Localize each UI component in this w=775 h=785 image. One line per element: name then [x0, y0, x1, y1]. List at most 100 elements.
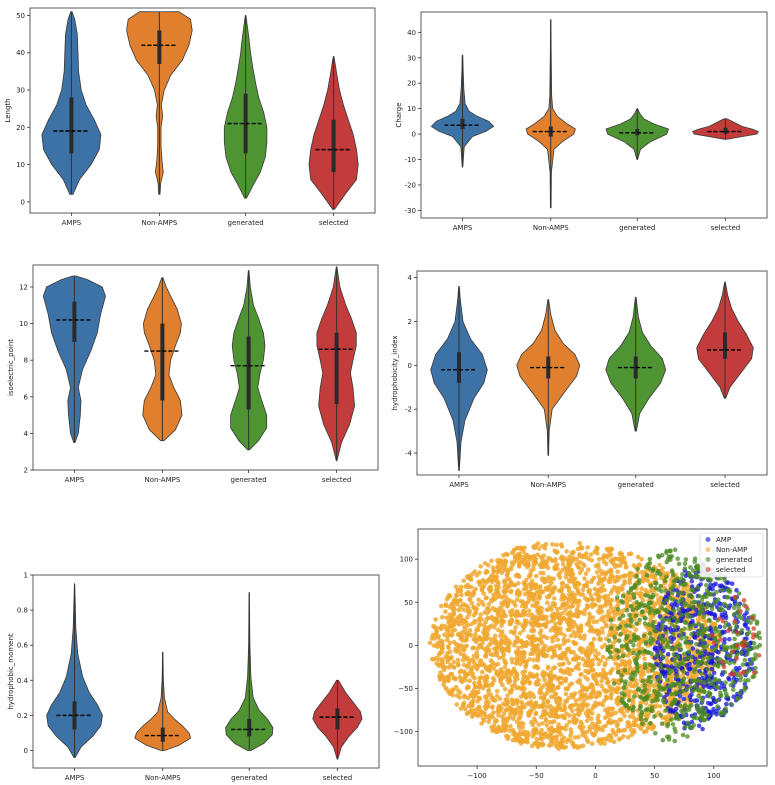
scatter-point: [598, 617, 604, 622]
plot-frame: [416, 270, 768, 476]
scatter-point: [466, 703, 471, 709]
scatter-point: [742, 639, 747, 644]
scatter-point: [577, 647, 583, 653]
scatter-point: [596, 581, 601, 587]
scatter-point: [510, 608, 515, 613]
scatter-point: [490, 572, 495, 577]
scatter-point: [597, 557, 602, 562]
scatter-point: [589, 741, 595, 746]
scatter-point: [501, 619, 507, 625]
scatter-point: [491, 710, 496, 715]
scatter-point: [644, 694, 650, 700]
scatter-point: [580, 688, 585, 693]
scatter-point: [482, 610, 488, 615]
scatter-point: [643, 708, 649, 713]
scatter-point: [718, 601, 724, 607]
scatter-point: [714, 698, 719, 703]
scatter-point: [520, 608, 526, 614]
scatter-point: [709, 701, 714, 706]
scatter-point: [651, 688, 657, 694]
scatter-point: [727, 677, 732, 682]
scatter-point: [620, 600, 625, 605]
scatter-point: [681, 661, 686, 666]
scatter-point: [570, 740, 575, 746]
y-tick-label: 0: [409, 642, 413, 650]
scatter-point: [434, 655, 439, 661]
scatter-point: [605, 647, 611, 653]
scatter-point: [566, 660, 572, 666]
scatter-point: [723, 613, 728, 618]
scatter-point: [613, 732, 619, 738]
scatter-point: [706, 677, 711, 682]
y-tick-label: 40: [16, 49, 25, 57]
scatter-point: [705, 600, 710, 606]
scatter-point: [666, 617, 672, 623]
scatter-point: [563, 676, 569, 682]
scatter-point: [631, 592, 636, 597]
scatter-point: [734, 651, 740, 657]
scatter-point: [738, 609, 743, 614]
scatter-point: [550, 542, 555, 547]
scatter-point: [644, 576, 650, 582]
scatter-point: [515, 710, 520, 716]
scatter-point: [598, 637, 604, 642]
scatter-point: [465, 695, 471, 701]
scatter-point: [502, 665, 508, 670]
scatter-point: [521, 676, 526, 681]
scatter-point: [493, 729, 499, 734]
scatter-point: [563, 691, 569, 697]
scatter-point: [558, 732, 564, 737]
scatter-point: [564, 711, 569, 716]
legend-marker: [705, 557, 711, 562]
scatter-point: [536, 616, 541, 622]
scatter-point: [594, 569, 600, 575]
scatter-point: [636, 724, 641, 729]
scatter-point: [469, 701, 475, 706]
scatter-point: [641, 633, 647, 639]
scatter-point: [457, 631, 462, 636]
scatter-point: [731, 629, 736, 634]
scatter-point: [452, 675, 458, 681]
scatter-point: [585, 645, 591, 651]
scatter-point: [486, 601, 492, 607]
scatter-point: [586, 670, 591, 675]
scatter-point: [728, 682, 734, 688]
scatter-point: [552, 741, 557, 746]
scatter-point: [640, 598, 646, 603]
scatter-point: [557, 701, 563, 706]
scatter-point: [652, 682, 658, 688]
scatter-point: [479, 721, 484, 726]
scatter-point: [705, 667, 710, 672]
scatter-point: [505, 734, 511, 739]
scatter-point: [587, 724, 592, 730]
scatter-point: [478, 612, 484, 617]
scatter-point: [751, 632, 756, 637]
scatter-point: [526, 608, 532, 614]
scatter-point: [565, 627, 571, 633]
scatter-point: [711, 640, 717, 646]
scatter-point: [676, 561, 682, 567]
scatter-point: [747, 630, 752, 635]
scatter-point: [448, 615, 454, 620]
scatter-point: [514, 546, 519, 551]
scatter-point: [604, 599, 610, 604]
scatter-point: [462, 638, 468, 643]
scatter-point: [679, 590, 685, 596]
scatter-point: [689, 587, 694, 593]
scatter-point: [702, 680, 707, 685]
scatter-point: [526, 595, 532, 601]
scatter-point: [495, 709, 500, 714]
scatter-point: [505, 572, 510, 577]
scatter-point: [722, 710, 727, 715]
scatter-point: [538, 695, 544, 700]
scatter-point: [586, 567, 591, 572]
scatter-point: [701, 614, 707, 619]
scatter-point: [660, 698, 666, 703]
scatter-point: [572, 593, 578, 598]
scatter-point: [556, 742, 561, 747]
scatter-point: [526, 591, 531, 597]
scatter-point: [554, 542, 559, 548]
scatter-point: [691, 722, 697, 728]
scatter-point: [585, 545, 590, 550]
scatter-point: [516, 581, 521, 586]
